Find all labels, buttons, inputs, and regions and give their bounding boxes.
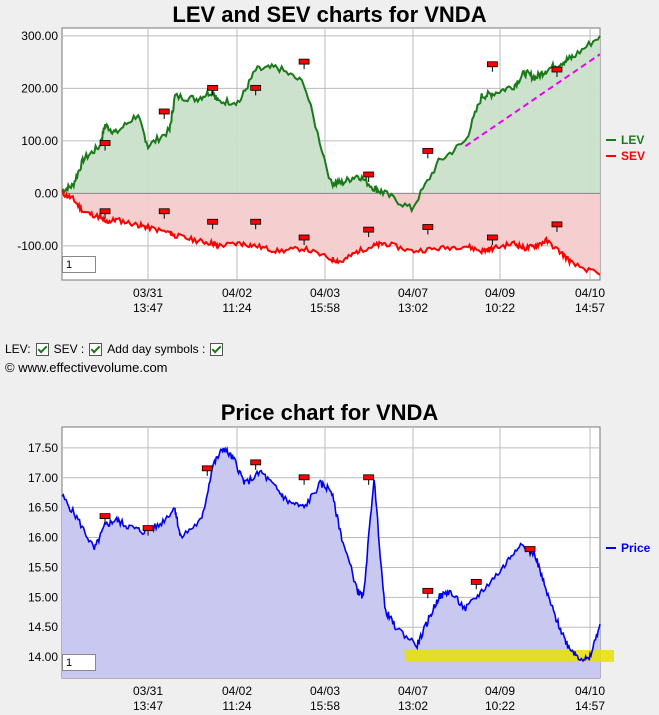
lev-sev-y-tick-label: 0.00 — [35, 186, 59, 200]
lev-sev-x-tick-date: 04/10 — [575, 286, 605, 300]
lev-day-marker — [298, 58, 310, 65]
lev-day-marker — [207, 84, 219, 91]
price-y-tick-label: 14.00 — [28, 650, 58, 664]
copyright-text: © www.effectivevolume.com — [5, 360, 168, 375]
price-x-tick-time: 13:02 — [398, 699, 428, 713]
sev-series-line — [61, 189, 601, 276]
price-x-tick-time: 11:24 — [222, 699, 251, 713]
lev-trend-line — [464, 53, 601, 147]
price-y-tick-label: 17.50 — [28, 441, 58, 455]
lev-sev-zoom-input[interactable]: 1 — [62, 256, 96, 273]
lev-sev-x-tick-time: 15:58 — [310, 301, 340, 315]
price-x-tick-time: 15:58 — [310, 699, 340, 713]
lev-sev-y-tick-label: 200.00 — [21, 81, 58, 95]
sev-legend-label: SEV — [621, 149, 645, 163]
sev-day-marker — [298, 234, 310, 241]
lev-day-marker — [551, 66, 563, 73]
lev-day-marker — [250, 84, 262, 91]
lev-sev-x-tick-time: 11:24 — [222, 301, 251, 315]
lev-sev-y-tick-label: 100.00 — [21, 134, 58, 148]
lev-sev-x-tick-date: 04/02 — [222, 286, 252, 300]
lev-toggle-label: LEV: — [5, 342, 31, 356]
sev-day-marker — [207, 218, 219, 225]
sev-day-marker — [551, 221, 563, 228]
lev-sev-x-tick-time: 13:02 — [398, 301, 428, 315]
lev-sev-x-tick-time: 10:22 — [485, 301, 515, 315]
day-symbols-label: Add day symbols : — [107, 342, 206, 356]
price-day-marker — [201, 465, 213, 472]
sev-day-marker — [363, 226, 375, 233]
lev-area — [62, 35, 600, 211]
sev-day-marker — [99, 208, 111, 215]
price-x-tick-date: 03/31 — [133, 684, 163, 698]
lev-sev-chart-title: LEV and SEV charts for VNDA — [172, 2, 487, 27]
lev-sev-x-tick-time: 14:57 — [575, 301, 605, 315]
price-x-tick-time: 10:22 — [485, 699, 515, 713]
price-area — [62, 448, 600, 678]
price-y-tick-label: 15.00 — [28, 590, 58, 604]
price-day-marker — [142, 525, 154, 531]
price-y-tick-label: 16.00 — [28, 531, 58, 545]
price-day-marker — [99, 513, 111, 520]
sev-toggle-label: SEV : — [53, 342, 85, 356]
day-symbols-checkbox[interactable] — [210, 342, 224, 356]
lev-sev-x-tick-time: 13:47 — [133, 301, 163, 315]
sev-day-marker — [486, 234, 498, 241]
lev-day-marker — [486, 61, 498, 68]
price-day-marker — [298, 474, 310, 481]
price-x-tick-date: 04/03 — [310, 684, 340, 698]
lev-checkbox[interactable] — [35, 342, 49, 356]
price-series-line — [61, 445, 601, 663]
lev-sev-y-tick-label: 300.00 — [21, 29, 58, 43]
price-x-tick-date: 04/09 — [485, 684, 515, 698]
lev-day-marker — [363, 171, 375, 178]
lev-day-marker — [158, 108, 170, 115]
lev-day-marker — [422, 147, 434, 154]
price-y-tick-label: 14.50 — [28, 620, 58, 634]
price-y-tick-label: 17.00 — [28, 471, 58, 485]
price-day-marker — [422, 587, 434, 594]
lev-sev-x-tick-date: 03/31 — [133, 286, 163, 300]
price-x-tick-time: 13:47 — [133, 699, 163, 713]
price-legend-label: Price — [621, 541, 651, 555]
lev-sev-x-tick-date: 04/07 — [398, 286, 428, 300]
lev-sev-x-tick-date: 04/09 — [485, 286, 515, 300]
lev-series-line — [61, 35, 601, 214]
sev-day-marker — [250, 218, 262, 225]
lev-day-marker — [99, 140, 111, 146]
price-highlight-band — [404, 649, 614, 662]
price-x-tick-date: 04/02 — [222, 684, 252, 698]
price-y-tick-label: 16.50 — [28, 501, 58, 515]
price-y-tick-label: 15.50 — [28, 560, 58, 574]
price-chart-title: Price chart for VNDA — [220, 400, 439, 425]
price-x-tick-time: 14:57 — [575, 699, 605, 713]
chart-options: LEV: SEV : Add day symbols : — [5, 342, 225, 356]
price-day-marker — [470, 578, 482, 585]
sev-area — [62, 191, 600, 275]
price-day-marker — [363, 474, 375, 481]
lev-legend-label: LEV — [621, 133, 644, 147]
sev-checkbox[interactable] — [89, 342, 103, 356]
price-zoom-input[interactable]: 1 — [62, 654, 96, 671]
lev-sev-y-tick-label: -100.00 — [17, 239, 58, 253]
sev-day-marker — [422, 224, 434, 230]
price-day-marker — [524, 546, 536, 552]
price-x-tick-date: 04/10 — [575, 684, 605, 698]
price-x-tick-date: 04/07 — [398, 684, 428, 698]
price-day-marker — [250, 459, 262, 466]
lev-sev-x-tick-date: 04/03 — [310, 286, 340, 300]
sev-day-marker — [158, 208, 170, 215]
